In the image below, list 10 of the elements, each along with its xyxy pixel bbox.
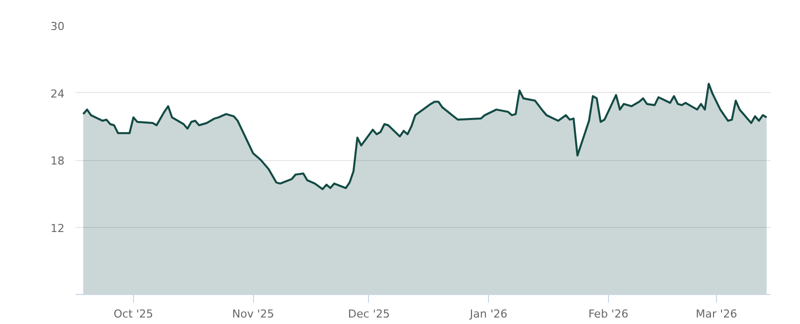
y-tick-label: 30 (50, 20, 65, 33)
y-tick-label: 24 (50, 87, 65, 100)
x-tick-label: Nov '25 (232, 308, 274, 320)
y-tick-label: 18 (50, 154, 65, 168)
x-tick-label: Mar '26 (696, 308, 738, 320)
x-tick-label: Feb '26 (588, 308, 628, 320)
y-tick-label: 12 (50, 222, 65, 235)
x-tick-label: Jan '26 (468, 308, 508, 320)
x-tick-label: Oct '25 (114, 308, 154, 320)
x-tick-label: Dec '25 (348, 308, 390, 320)
